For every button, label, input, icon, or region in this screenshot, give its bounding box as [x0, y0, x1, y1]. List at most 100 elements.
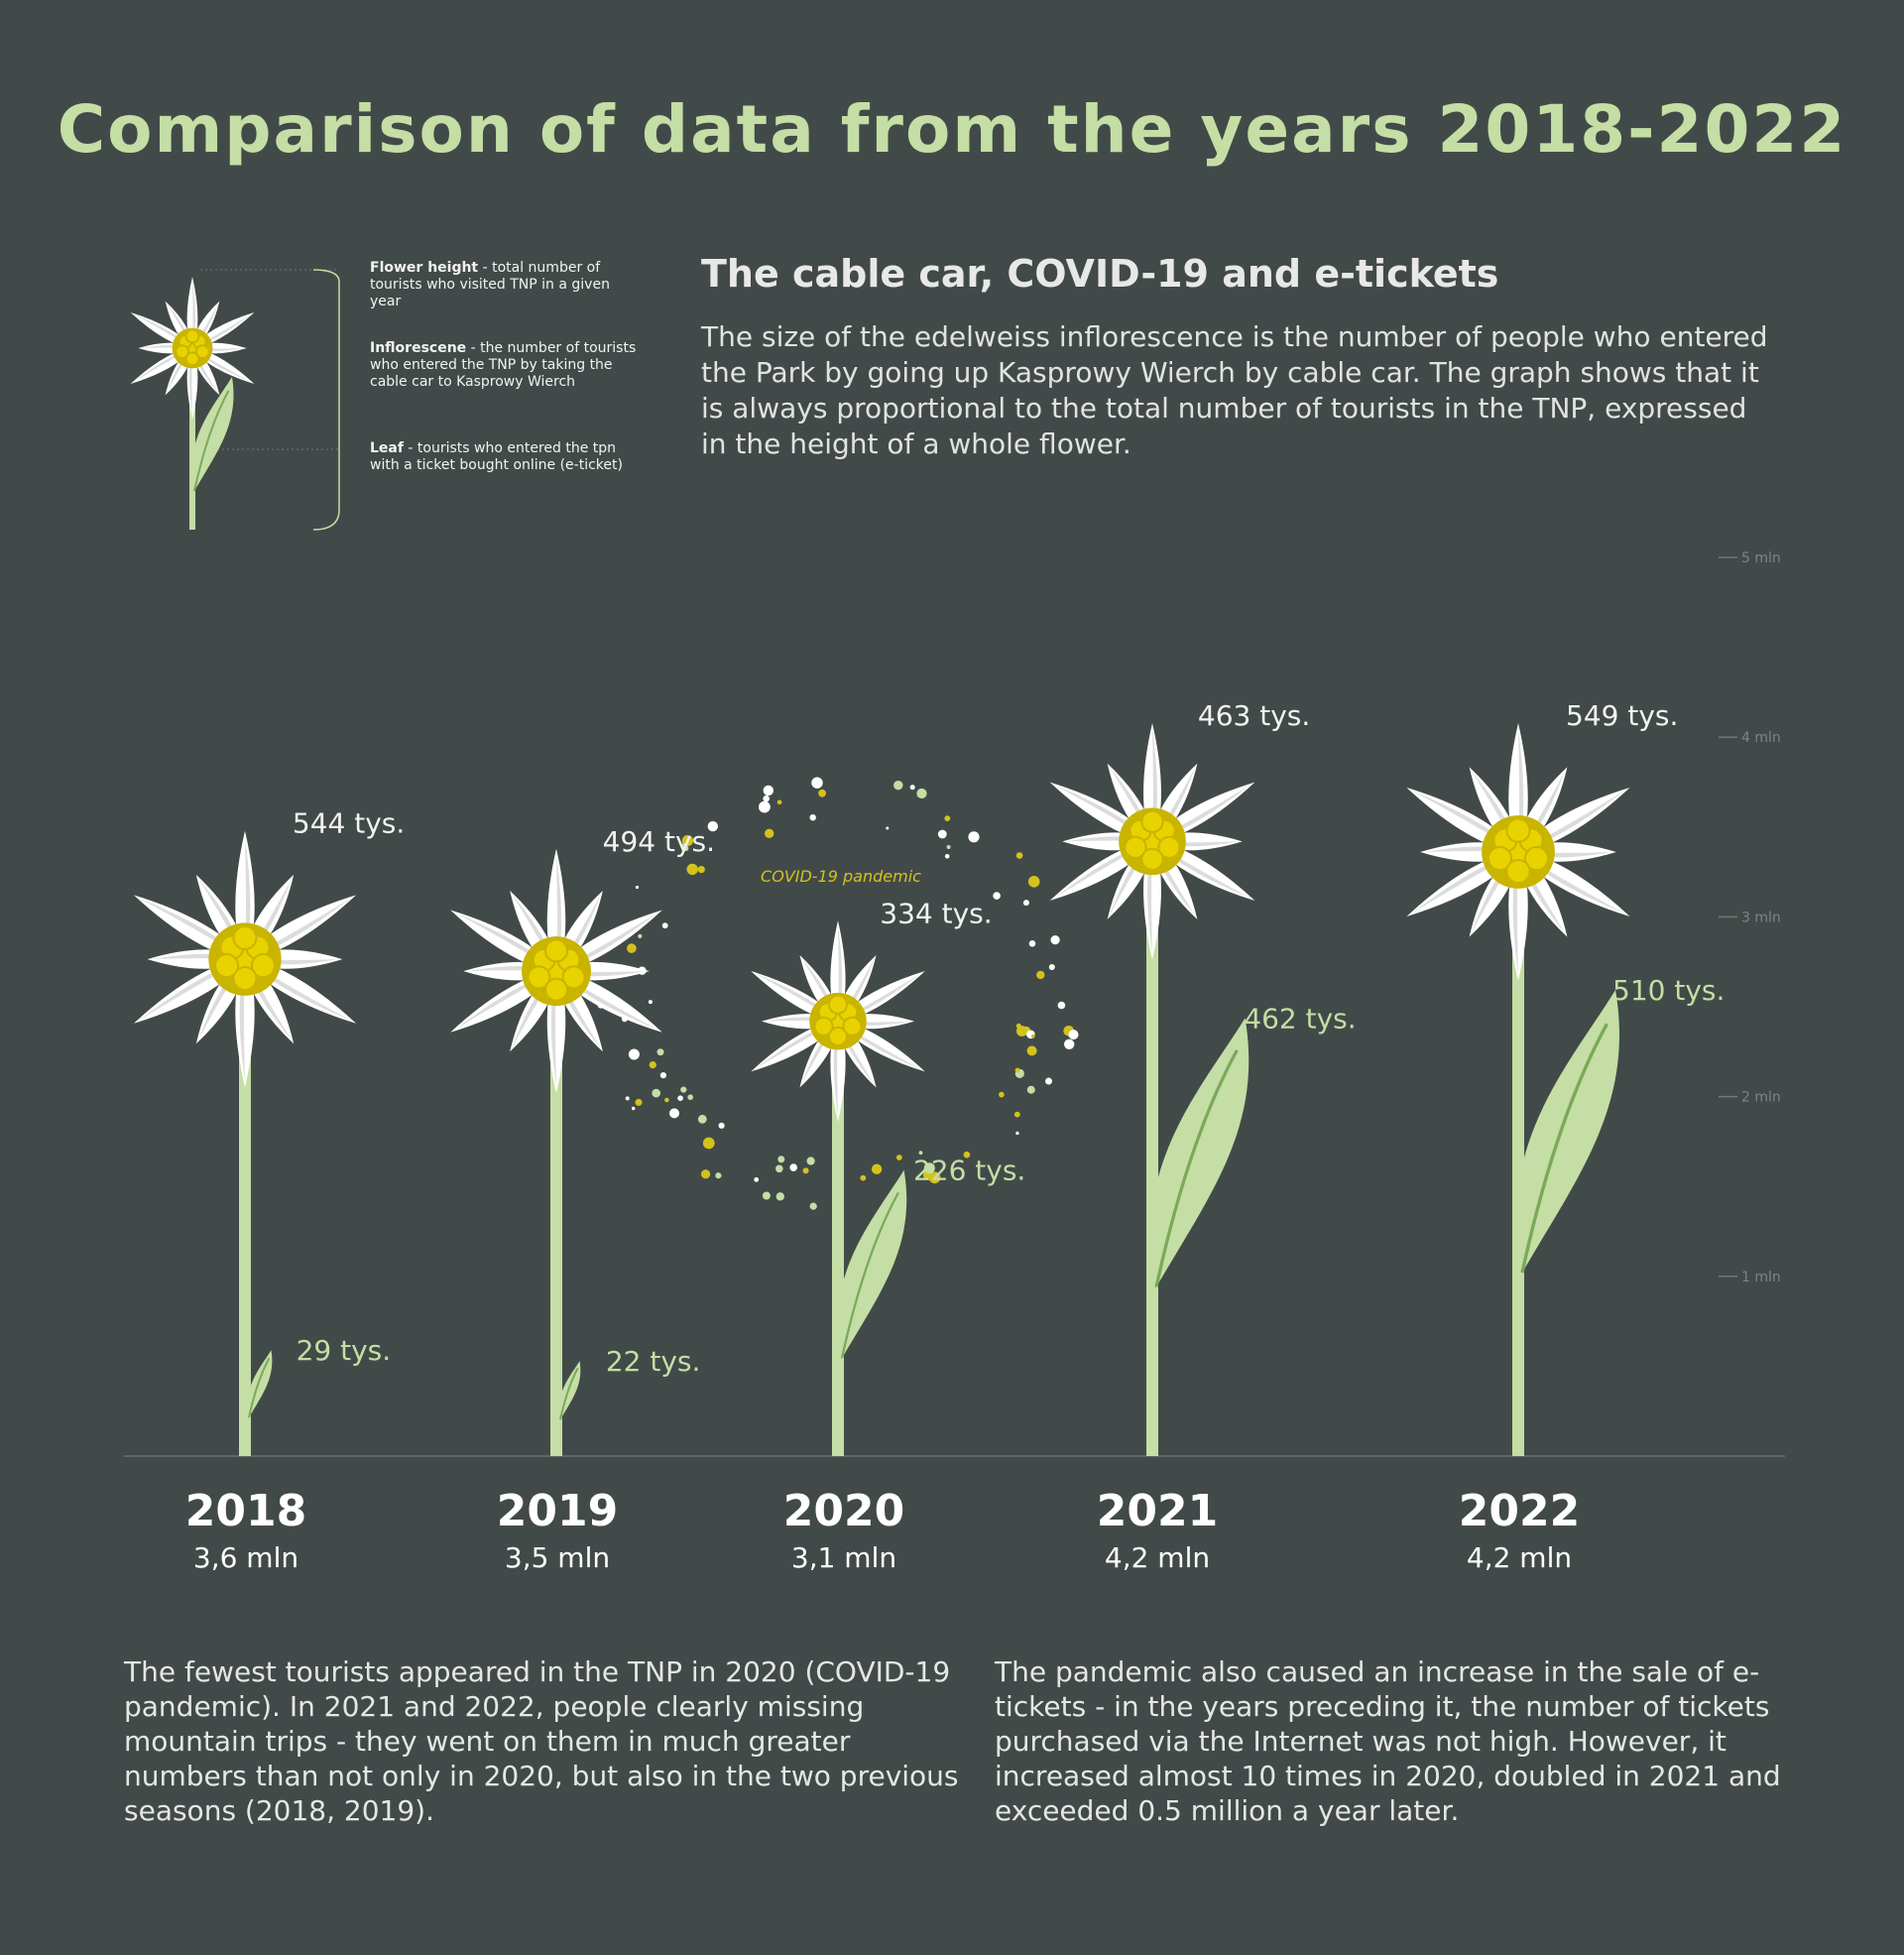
pandemic-dot: [777, 1156, 785, 1163]
pandemic-dot: [1048, 964, 1055, 970]
flower-floret: [1505, 858, 1531, 885]
leaf-2021: [1150, 1018, 1250, 1287]
inflorescence-label-2021: 463 tys.: [1198, 699, 1310, 732]
flower-floret: [1124, 835, 1147, 859]
pandemic-dot: [628, 1048, 640, 1060]
leaf-vein: [840, 1191, 899, 1359]
pandemic-dot: [1016, 1026, 1027, 1037]
pandemic-dot: [818, 789, 826, 797]
leaf-vein: [193, 390, 230, 492]
leaf-blade: [1150, 1018, 1250, 1287]
y-tick-label: 5 mln: [1741, 550, 1781, 566]
pandemic-dot: [909, 785, 915, 791]
pandemic-dot: [669, 1108, 679, 1119]
pandemic-dot: [1036, 970, 1045, 980]
total-label-2021: 4,2 mln: [1104, 1541, 1211, 1574]
pandemic-dot: [762, 1191, 771, 1200]
total-label-2018: 3,6 mln: [192, 1541, 299, 1574]
legend-flower-illustration: [130, 269, 340, 531]
inflorescence-label-2022: 549 tys.: [1566, 699, 1678, 732]
pandemic-dot: [765, 828, 774, 838]
leaf-label-2018: 29 tys.: [297, 1334, 392, 1367]
inflorescence-label-2019: 494 tys.: [603, 825, 715, 858]
pandemic-dot: [963, 1151, 971, 1159]
pandemic-dot: [652, 1088, 660, 1098]
pandemic-dot: [923, 1162, 935, 1174]
pandemic-dot: [680, 1086, 687, 1093]
pandemic-dot: [968, 831, 980, 843]
stem-2018: [239, 959, 251, 1456]
pandemic-dot: [697, 1114, 707, 1124]
pandemic-dot: [707, 820, 718, 832]
leaf-2022: [1515, 990, 1619, 1274]
total-label-2020: 3,1 mln: [790, 1541, 897, 1574]
flower-floret: [232, 924, 258, 950]
flower-floret: [544, 938, 568, 963]
pandemic-dot: [871, 1163, 883, 1174]
pandemic-dot: [649, 1061, 656, 1069]
pandemic-dot: [661, 922, 668, 929]
flower-floret: [813, 1016, 834, 1037]
pandemic-dot: [937, 829, 947, 839]
pandemic-dot: [754, 1176, 760, 1182]
leaf-vein: [559, 1367, 579, 1420]
flower-floret: [214, 953, 240, 979]
flower-floret: [175, 344, 190, 360]
legend-flower: [130, 277, 255, 420]
leaf-2020: [837, 1169, 907, 1359]
pandemic-dot: [635, 1098, 643, 1106]
legend-flower-height: Flower height - total number of tourists…: [370, 260, 638, 310]
flower-floret: [232, 966, 258, 992]
pandemic-label: COVID-19 pandemic: [761, 867, 921, 886]
legend-flower-height-desc: - total number of tourists who visited T…: [370, 260, 610, 309]
pandemic-dot: [638, 933, 643, 939]
leaf-2019: [558, 1361, 581, 1420]
leaf-2018: [247, 1350, 273, 1418]
pandemic-dot: [1026, 1045, 1037, 1056]
flower-2022: [1406, 722, 1630, 981]
year-label-2020: 2020: [782, 1486, 905, 1536]
pandemic-dot: [1045, 1077, 1052, 1085]
section-subtitle: The cable car, COVID-19 and e-tickets: [701, 252, 1499, 296]
year-label-2018: 2018: [184, 1486, 307, 1536]
pandemic-dot: [776, 799, 782, 805]
pandemic-dot: [1015, 852, 1023, 859]
leaf-label-2022: 510 tys.: [1612, 974, 1725, 1007]
pandemic-dot: [916, 788, 927, 799]
pandemic-dot: [860, 1174, 867, 1181]
flower-floret: [1157, 835, 1181, 859]
flower-floret: [827, 1026, 849, 1046]
flower-2018: [133, 830, 357, 1088]
pandemic-dot: [1014, 1067, 1020, 1073]
leaf-blade: [837, 1169, 907, 1359]
pandemic-dot: [702, 1137, 715, 1150]
pandemic-dot: [763, 794, 770, 802]
flower-floret: [184, 328, 200, 344]
pandemic-dot: [802, 1167, 809, 1174]
flower-2021: [1049, 722, 1255, 960]
pandemic-dot: [701, 1169, 711, 1179]
pandemic-dot: [1057, 1001, 1066, 1010]
pandemic-dot: [775, 1164, 783, 1173]
y-tick-label: 4 mln: [1741, 730, 1781, 746]
pandemic-dot: [789, 1163, 797, 1171]
year-label-2019: 2019: [496, 1486, 619, 1536]
pandemic-dot: [635, 885, 640, 890]
leaf-label-2021: 462 tys.: [1244, 1002, 1356, 1035]
year-label-2021: 2021: [1096, 1486, 1219, 1536]
pandemic-dot: [775, 1192, 784, 1201]
pandemic-dot: [1026, 1085, 1035, 1094]
total-label-2022: 4,2 mln: [1466, 1541, 1573, 1574]
pandemic-dot: [718, 1122, 725, 1129]
flower-floret: [1505, 817, 1531, 843]
pandemic-dot: [993, 892, 1001, 900]
pandemic-dot: [811, 777, 823, 789]
pandemic-dot: [681, 843, 687, 848]
flower-floret: [1487, 845, 1513, 872]
pandemic-dot: [664, 1097, 669, 1103]
legend-bracket: [312, 269, 340, 531]
pandemic-dot: [946, 845, 951, 849]
legend-leaf: Leaf - tourists who entered the tpn with…: [370, 440, 638, 474]
pandemic-dot: [687, 1094, 693, 1100]
pandemic-dot: [1022, 900, 1029, 907]
